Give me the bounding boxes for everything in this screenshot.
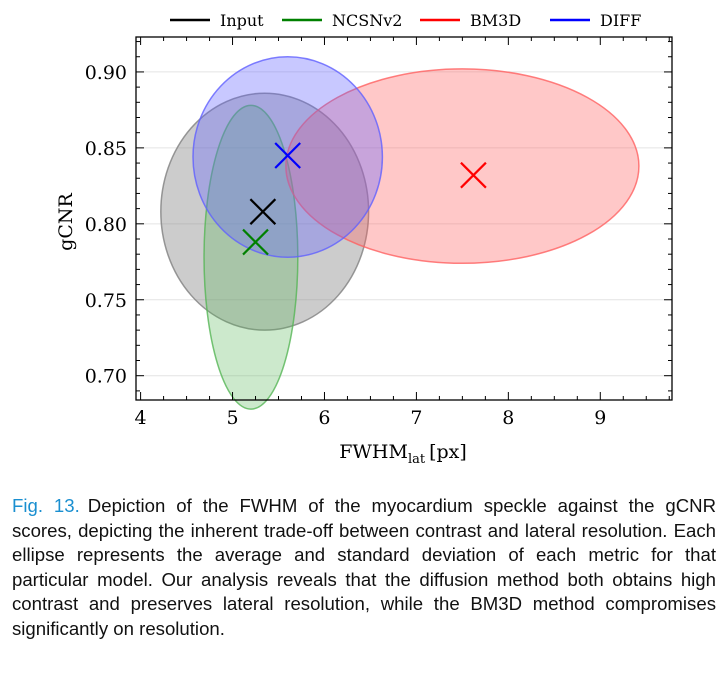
x-tick-label: 8 <box>502 407 514 429</box>
grid-lines <box>136 71 672 377</box>
x-tick-label: 6 <box>318 407 330 429</box>
y-axis-label: gCNR <box>55 192 77 250</box>
legend-item-input: Input <box>170 11 264 30</box>
legend-label: DIFF <box>600 11 641 30</box>
x-axis-label: FWHMlat [px] <box>339 441 467 467</box>
mean-marker-ncsnv2 <box>242 228 269 256</box>
y-tick-labels: 0.70 0.75 0.80 0.85 0.90 <box>85 62 127 388</box>
legend: Input NCSNv2 BM3D DIFF <box>170 11 641 30</box>
x-tick-label: 9 <box>594 407 606 429</box>
legend-label: NCSNv2 <box>332 11 402 30</box>
legend-label: Input <box>220 11 264 30</box>
y-tick-label: 0.90 <box>85 62 127 84</box>
y-tick-label: 0.75 <box>85 290 127 312</box>
mean-marker-diff <box>274 142 301 169</box>
mean-marker-bm3d <box>460 161 487 189</box>
marker-stroke <box>274 142 301 169</box>
legend-label: BM3D <box>470 11 521 30</box>
caption-text: Depiction of the FWHM of the myocardium … <box>12 495 716 639</box>
x-tick-label: 7 <box>410 407 422 429</box>
marker-stroke <box>460 161 487 189</box>
axis-ticks <box>136 37 672 400</box>
x-tick-label: 5 <box>226 407 238 429</box>
mean-marker-input <box>249 198 277 225</box>
x-tick-labels: 4 5 6 7 8 9 <box>135 407 607 429</box>
ellipses <box>160 55 640 410</box>
legend-item-diff: DIFF <box>550 11 641 30</box>
marker-stroke <box>249 198 277 225</box>
y-tick-label: 0.85 <box>85 138 127 160</box>
y-tick-label: 0.80 <box>85 214 127 236</box>
plot-frame <box>135 36 673 401</box>
legend-item-ncsnv2: NCSNv2 <box>282 11 402 30</box>
marker-stroke <box>242 228 269 256</box>
x-tick-label: 4 <box>135 407 147 429</box>
y-tick-label: 0.70 <box>85 366 127 388</box>
mean-markers <box>242 142 487 256</box>
ellipse-input <box>160 92 370 331</box>
legend-item-bm3d: BM3D <box>420 11 521 30</box>
figure-caption: Fig. 13. Depiction of the FWHM of the myo… <box>12 494 716 642</box>
figure-label: Fig. 13. <box>12 495 80 516</box>
